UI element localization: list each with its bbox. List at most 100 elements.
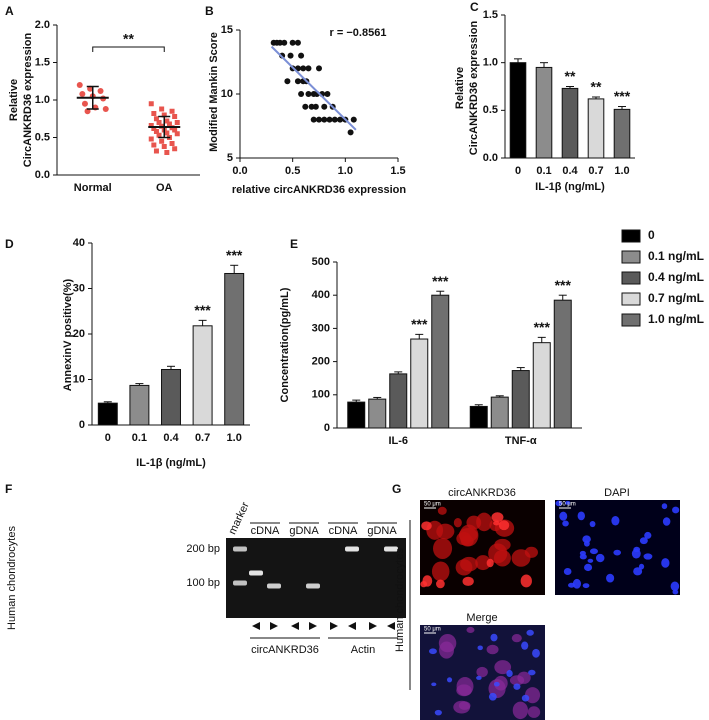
panel-letter: F: [5, 482, 12, 496]
significance-label: ***: [411, 316, 428, 332]
y-tick-label: 40: [73, 237, 85, 249]
bar: [535, 66, 553, 159]
y-axis-label: AnnexinV positive(%): [62, 278, 74, 391]
data-point: [151, 142, 157, 148]
data-point: [298, 52, 305, 59]
primer-arrow: [330, 622, 338, 630]
data-point: [298, 91, 305, 97]
cell: [437, 506, 447, 515]
channel-label: Merge: [466, 612, 497, 624]
bar: [511, 370, 530, 429]
cell: [563, 568, 572, 576]
data-point: [326, 116, 333, 123]
x-tick-label: 0.1: [536, 165, 551, 177]
data-point: [148, 123, 154, 128]
data-point: [164, 130, 170, 136]
data-point: [169, 108, 175, 114]
data-point: [321, 116, 328, 123]
cell: [513, 683, 521, 690]
bar: [410, 338, 429, 429]
cell: [672, 589, 679, 595]
legend-label: 0.7 ng/mL: [648, 291, 704, 305]
data-point: [321, 103, 328, 110]
y-tick-label: 300: [312, 322, 330, 334]
cell: [493, 520, 500, 526]
cell: [488, 543, 508, 564]
cell: [582, 535, 591, 544]
cell: [509, 675, 525, 686]
bar: [347, 401, 366, 429]
channel-label: circANKRD36: [448, 487, 516, 499]
bar: [561, 87, 579, 159]
x-tick-label: 0.7: [588, 165, 603, 177]
panel-letter: D: [5, 237, 14, 251]
panel-letter: C: [470, 0, 479, 14]
data-point: [156, 120, 162, 125]
y-tick-label: 400: [312, 289, 330, 301]
cell: [438, 633, 457, 653]
legend-swatch: [621, 229, 641, 243]
significance-label: **: [565, 68, 576, 84]
micrographs-images: 50 μm 50 μm 50 μm: [420, 500, 680, 720]
data-point: [305, 65, 312, 72]
cell: [639, 537, 648, 545]
data-point: [289, 39, 296, 46]
cell: [498, 520, 510, 531]
significance-label: ***: [432, 273, 449, 289]
fit-line: [270, 45, 357, 131]
size-label: 100 bp: [186, 577, 220, 589]
y-tick-label: 1.5: [35, 56, 50, 68]
cell: [577, 511, 585, 521]
data-point: [284, 78, 291, 85]
bar: [97, 402, 118, 426]
primer-arrow: [348, 622, 356, 630]
cell: [466, 626, 475, 634]
data-point: [279, 52, 286, 59]
y-tick-label: 0.5: [35, 131, 50, 143]
gel-band: [306, 583, 320, 589]
data-point: [174, 131, 180, 137]
significance-label: ***: [555, 277, 572, 293]
cell: [476, 675, 482, 680]
data-point: [151, 111, 157, 116]
cell: [595, 553, 605, 563]
data-point: [156, 132, 162, 138]
legend-label: 0: [648, 228, 655, 242]
cell: [562, 520, 569, 527]
x-axis-label: IL-1β (ng/mL): [136, 457, 206, 469]
y-axis-label: Relative: [454, 67, 466, 109]
y-tick-label: 20: [73, 328, 85, 340]
scale-bar-label: 50 μm: [424, 502, 441, 508]
cell: [527, 706, 541, 718]
data-point: [172, 127, 178, 133]
cell: [433, 537, 453, 559]
data-point: [312, 103, 319, 110]
primer-arrow: [291, 622, 299, 630]
bar: [192, 325, 213, 426]
scale-bar-label: 50 μm: [559, 502, 576, 508]
panel-letter: E: [290, 237, 298, 251]
cell: [431, 682, 437, 687]
x-tick-label: TNF-α: [505, 435, 537, 447]
cell: [446, 677, 453, 683]
group-label: gDNA: [367, 525, 397, 537]
y-tick-label: 0: [324, 422, 330, 434]
cell: [477, 645, 483, 651]
x-tick-label: 0.4: [562, 165, 578, 177]
data-point: [102, 106, 109, 112]
data-point: [159, 138, 165, 144]
cell: [421, 521, 432, 531]
data-point: [294, 39, 301, 46]
data-point: [316, 65, 322, 72]
significance-label: **: [123, 31, 134, 47]
y-tick-label: 200: [312, 356, 330, 368]
size-label: 200 bp: [186, 543, 220, 555]
cell: [486, 558, 494, 568]
target-label: circANKRD36: [251, 644, 319, 656]
y-tick-label: 0.0: [35, 169, 50, 181]
y-tick-label: 500: [312, 256, 330, 268]
cell: [565, 500, 571, 505]
significance-label: ***: [614, 88, 631, 104]
group-label: cDNA: [251, 525, 280, 537]
